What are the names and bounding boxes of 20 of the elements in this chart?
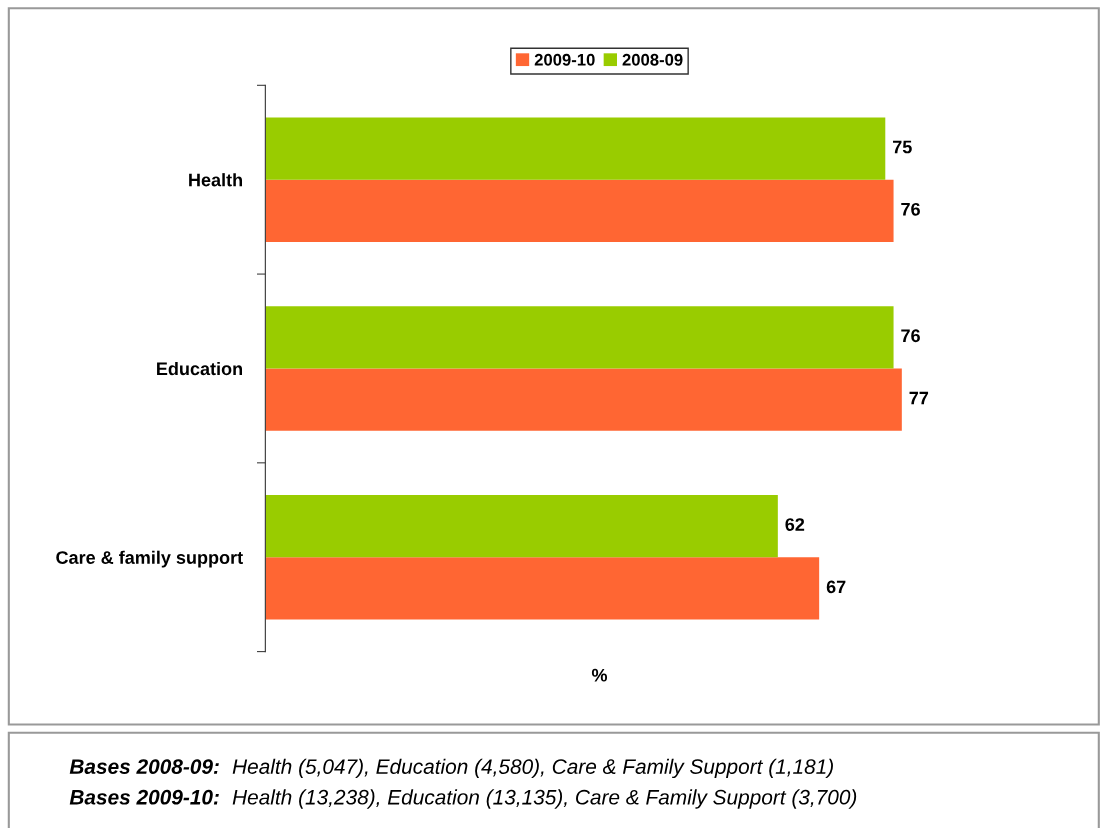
data-label: 76 [901,329,920,343]
data-label: 76 [901,202,920,216]
bar [265,179,894,242]
bar [265,117,886,180]
y-tick-label: Education [157,361,243,376]
bar [265,306,894,369]
data-label: 62 [785,518,805,531]
data-label: 67 [826,580,846,594]
bar [265,368,902,431]
data-label: 77 [909,391,929,405]
x-axis-title: % [591,668,608,682]
bar [265,494,778,558]
y-tick-label: Health [189,173,242,187]
legend-label: 2009-10 [534,53,595,66]
text: Bases 2009-10: Health (13,238), Education (13,135), Care & Family Support (3,700) [69,789,857,809]
text: Bases 2008-09: Health (5,047), Education (4,580), Care & Family Support (1,181) [69,758,833,779]
y-tick-label: Care & family support [56,550,243,568]
legend-label: 2008-09 [622,53,683,66]
data-label: 75 [893,140,912,154]
bar [265,557,820,620]
